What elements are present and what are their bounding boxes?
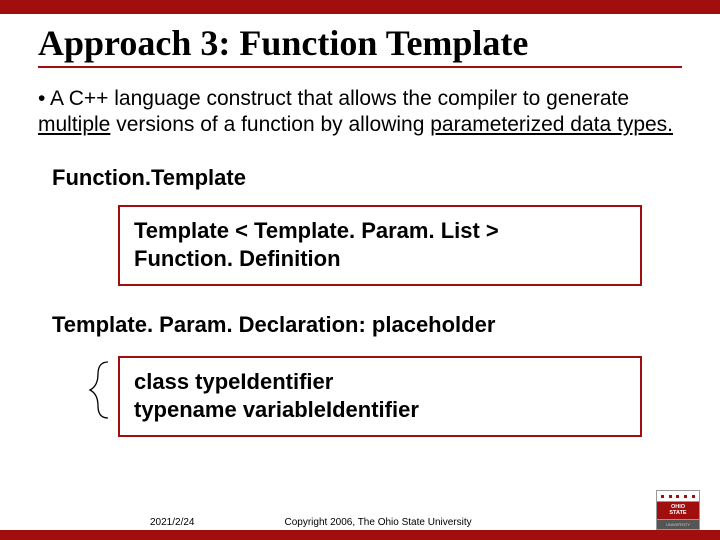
footer-date: 2021/2/24	[150, 517, 195, 528]
bottom-accent-bar	[0, 530, 720, 540]
top-accent-bar	[0, 0, 720, 14]
curly-brace-icon	[82, 358, 114, 422]
section1-label: Function.Template	[52, 165, 682, 191]
syntax-box-2: class typeIdentifier typename variableId…	[118, 356, 642, 437]
logo-dots	[656, 490, 700, 502]
box1-line1: Template < Template. Param. List >	[134, 217, 626, 246]
bullet-mid: versions of a function by allowing	[110, 113, 430, 136]
bullet-underlined-2: parameterized data types.	[430, 113, 673, 136]
footer-row: 2021/2/24 Copyright 2006, The Ohio State…	[0, 517, 720, 528]
box2-wrapper: class typeIdentifier typename variableId…	[118, 356, 642, 437]
slide-title: Approach 3: Function Template	[38, 22, 682, 64]
bullet-prefix: • A C++ language construct that allows t…	[38, 87, 629, 110]
logo-line2: STATE	[669, 511, 686, 517]
bullet-underlined-1: multiple	[38, 113, 110, 136]
logo-line3: UNIVERSITY	[666, 522, 690, 527]
box1-line2: Function. Definition	[134, 245, 626, 274]
title-underline	[38, 66, 682, 68]
syntax-box-1: Template < Template. Param. List > Funct…	[118, 205, 642, 286]
logo-bottom: UNIVERSITY	[656, 520, 700, 530]
footer-copyright: Copyright 2006, The Ohio State Universit…	[285, 517, 472, 528]
bullet-paragraph: • A C++ language construct that allows t…	[38, 86, 682, 139]
box2-line1: class typeIdentifier	[134, 368, 626, 397]
box2-line2: typename variableIdentifier	[134, 396, 626, 425]
logo-text: OHIO STATE	[656, 502, 700, 520]
ohio-state-logo: OHIO STATE UNIVERSITY	[656, 490, 700, 530]
slide-content: Approach 3: Function Template • A C++ la…	[0, 14, 720, 437]
section2-label: Template. Param. Declaration: placeholde…	[52, 312, 682, 338]
